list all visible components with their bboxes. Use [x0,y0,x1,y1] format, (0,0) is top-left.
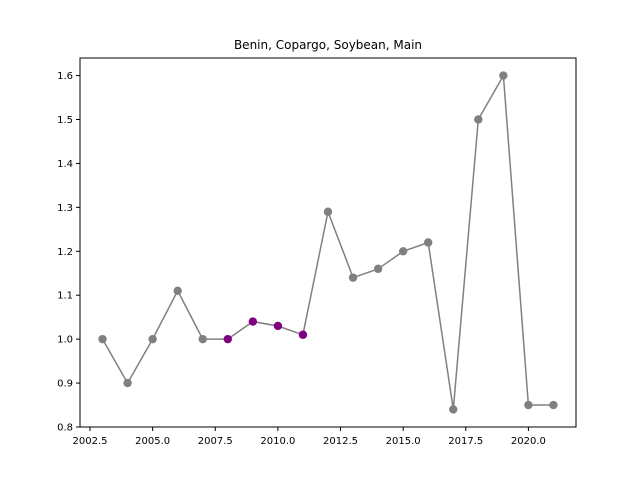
data-point-highlighted [223,334,232,344]
chart-title: Benin, Copargo, Soybean, Main [234,38,422,52]
data-point-highlighted [273,321,283,331]
y-tick-label: 1.5 [57,115,73,126]
y-axis: 0.8 0.9 1.0 1.1 1.2 1.3 1.4 1.5 1.6 [57,71,80,434]
y-tick-label: 1.1 [57,291,73,302]
x-tick-label: 2015.0 [386,436,421,447]
data-point [549,400,558,410]
data-point [323,207,333,216]
data-point [424,238,433,247]
series-line [101,73,554,410]
y-tick-label: 0.8 [57,423,73,434]
data-point [449,405,458,414]
x-tick-label: 2005.0 [135,436,170,447]
data-point [373,264,383,274]
data-point [499,71,508,80]
y-tick-label: 1.0 [57,335,73,346]
y-tick-label: 1.6 [57,71,73,82]
x-axis: 2002.5 2005.0 2007.5 2010.0 2012.5 2015.0 2017… [73,427,546,447]
data-point [173,286,182,296]
data-point [123,378,132,388]
plot-frame [79,57,577,428]
x-tick-label: 2007.5 [198,436,233,447]
data-point [398,247,408,256]
data-point [524,400,533,410]
x-tick-label: 2017.5 [448,436,483,447]
y-tick-label: 1.3 [57,203,73,214]
y-tick-label: 1.2 [57,247,73,258]
data-point [348,273,358,282]
x-tick-label: 2002.5 [73,436,108,447]
series-layer [98,71,558,414]
x-tick-label: 2010.0 [260,436,295,447]
x-tick-label: 2012.5 [323,436,358,447]
y-tick-label: 0.9 [57,379,73,390]
y-tick-label: 1.4 [57,159,73,170]
x-tick-label: 2020.0 [511,436,546,447]
data-point [148,334,157,344]
data-point-highlighted [298,330,308,339]
data-point [98,334,107,344]
data-point [198,334,207,344]
data-point-highlighted [248,317,258,326]
data-point [474,115,483,124]
